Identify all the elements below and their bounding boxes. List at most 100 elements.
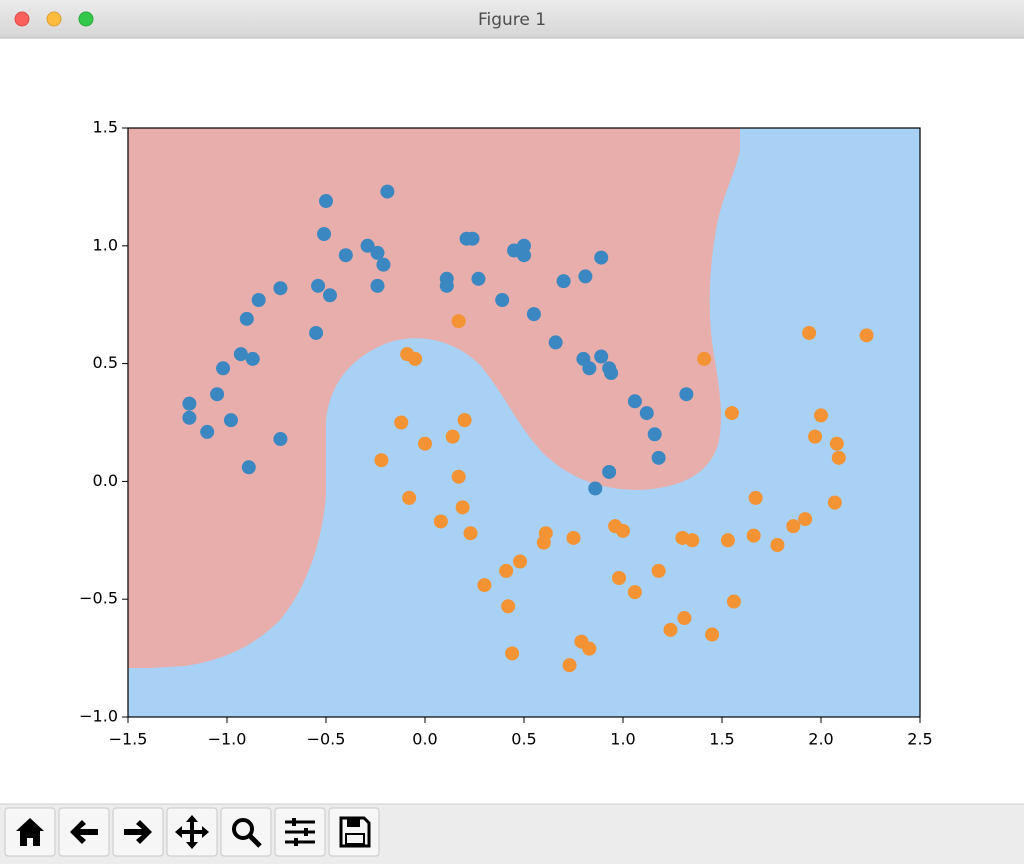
point xyxy=(370,245,385,260)
home-button[interactable] xyxy=(4,807,56,857)
point xyxy=(471,271,486,286)
back-button[interactable] xyxy=(58,807,110,857)
configure-button[interactable] xyxy=(274,807,326,857)
point xyxy=(380,184,395,199)
point xyxy=(394,415,409,430)
point xyxy=(445,429,460,444)
point xyxy=(627,585,642,600)
point xyxy=(770,538,785,553)
x-tick-label: −0.5 xyxy=(307,730,346,749)
point xyxy=(239,311,254,326)
point xyxy=(374,453,389,468)
point xyxy=(517,248,531,263)
point xyxy=(802,325,817,340)
point xyxy=(182,396,197,411)
forward-button[interactable] xyxy=(112,807,164,857)
button-frame xyxy=(328,807,380,857)
point xyxy=(582,641,597,656)
point xyxy=(697,351,712,366)
point xyxy=(418,436,432,451)
zoom-icon-lens xyxy=(232,818,254,840)
save-icon-shutter xyxy=(347,819,360,827)
point xyxy=(677,611,692,626)
point xyxy=(663,622,678,637)
x-tick-label: 1.5 xyxy=(709,730,734,749)
point xyxy=(273,431,288,446)
point xyxy=(317,227,332,242)
back-icon xyxy=(70,820,98,844)
point xyxy=(556,274,571,289)
point xyxy=(724,406,739,421)
pan-icon xyxy=(175,815,209,849)
pan-button[interactable] xyxy=(166,807,218,857)
point xyxy=(245,351,260,366)
forward-icon xyxy=(124,820,152,844)
point xyxy=(319,194,333,209)
point xyxy=(748,490,763,505)
point xyxy=(566,530,581,545)
point xyxy=(223,413,238,428)
point xyxy=(808,429,823,444)
point xyxy=(376,257,391,272)
point xyxy=(457,413,472,428)
point xyxy=(322,288,337,303)
point xyxy=(233,347,248,362)
point xyxy=(360,238,375,253)
point xyxy=(627,394,642,409)
y-tick-label: −0.5 xyxy=(79,589,118,608)
point xyxy=(594,250,609,265)
point xyxy=(210,387,225,402)
point xyxy=(685,533,700,548)
y-tick-label: 1.0 xyxy=(93,235,118,254)
save-button[interactable] xyxy=(328,807,380,857)
point xyxy=(455,500,470,515)
x-tick-label: 2.0 xyxy=(808,730,833,749)
point xyxy=(311,278,326,293)
point xyxy=(505,646,520,661)
point xyxy=(338,248,353,263)
point xyxy=(309,325,324,340)
point xyxy=(814,408,828,423)
point xyxy=(827,495,842,510)
point xyxy=(451,469,466,484)
point xyxy=(726,594,741,609)
point xyxy=(433,514,448,529)
x-tick-label: 2.5 xyxy=(907,730,932,749)
point xyxy=(548,335,563,350)
point xyxy=(251,292,266,307)
point xyxy=(216,361,231,376)
x-tick-label: −1.0 xyxy=(208,730,247,749)
point xyxy=(273,281,288,296)
point xyxy=(831,450,846,465)
point xyxy=(639,406,654,421)
minimize-button[interactable] xyxy=(46,11,62,27)
point xyxy=(616,523,630,538)
point xyxy=(705,627,720,642)
point xyxy=(582,361,597,376)
point xyxy=(463,526,478,541)
sliders-icon xyxy=(285,820,315,844)
point xyxy=(501,599,516,614)
zoom-icon-handle xyxy=(248,834,262,848)
save-icon-label xyxy=(345,833,365,845)
x-tick-label: 0.0 xyxy=(412,730,437,749)
y-tick-label: −1.0 xyxy=(79,707,118,726)
point xyxy=(588,481,603,496)
point xyxy=(536,535,551,550)
decision-region-red xyxy=(128,128,740,668)
zoom-tool-button[interactable] xyxy=(220,807,272,857)
y-tick-label: 0.0 xyxy=(93,471,118,490)
point xyxy=(465,231,480,246)
button-frame xyxy=(220,807,272,857)
plot-area xyxy=(127,127,921,718)
point xyxy=(182,410,197,425)
close-button[interactable] xyxy=(14,11,30,27)
point xyxy=(408,351,423,366)
point xyxy=(594,349,609,364)
point xyxy=(402,490,417,505)
point xyxy=(647,427,662,442)
title-bar xyxy=(0,0,1024,38)
point xyxy=(746,528,761,543)
zoom-button[interactable] xyxy=(78,11,94,27)
